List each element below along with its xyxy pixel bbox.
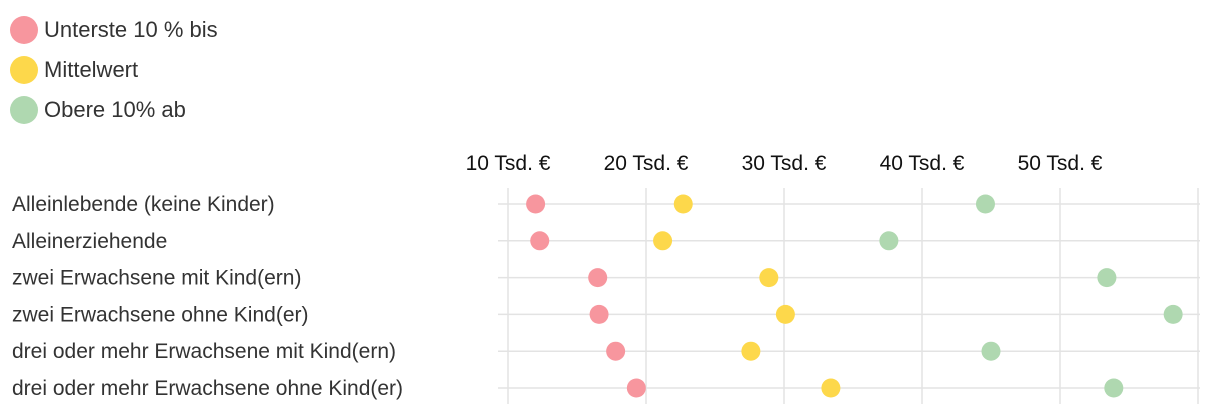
data-point bbox=[775, 304, 795, 324]
data-point bbox=[588, 268, 608, 288]
data-point bbox=[1104, 378, 1124, 398]
legend-item-obere: Obere 10% ab bbox=[10, 90, 218, 130]
legend-label-obere: Obere 10% ab bbox=[44, 97, 186, 122]
data-point bbox=[526, 194, 546, 214]
data-point bbox=[759, 268, 779, 288]
legend-swatch-unterste bbox=[10, 16, 38, 44]
data-point bbox=[589, 304, 609, 324]
legend: Unterste 10 % bis Mittelwert Obere 10% a… bbox=[10, 10, 218, 130]
data-point bbox=[981, 341, 1001, 361]
legend-item-mittelwert: Mittelwert bbox=[10, 50, 218, 90]
category-label: drei oder mehr Erwachsene ohne Kind(er) bbox=[12, 377, 403, 400]
category-label: zwei Erwachsene mit Kind(ern) bbox=[12, 267, 301, 290]
x-tick-label: 40 Tsd. € bbox=[880, 152, 965, 175]
data-point bbox=[1097, 268, 1117, 288]
data-point bbox=[879, 231, 899, 251]
data-point bbox=[821, 378, 841, 398]
legend-swatch-obere bbox=[10, 96, 38, 124]
x-tick-label: 10 Tsd. € bbox=[466, 152, 551, 175]
data-point bbox=[530, 231, 550, 251]
data-point bbox=[1163, 304, 1183, 324]
legend-label-mittelwert: Mittelwert bbox=[44, 57, 139, 82]
data-point bbox=[653, 231, 673, 251]
data-point bbox=[673, 194, 693, 214]
category-label: zwei Erwachsene ohne Kind(er) bbox=[12, 303, 308, 326]
legend-swatch-mittelwert bbox=[10, 56, 38, 84]
x-tick-label: 30 Tsd. € bbox=[742, 152, 827, 175]
x-tick-label: 20 Tsd. € bbox=[604, 152, 689, 175]
data-point bbox=[606, 341, 626, 361]
x-tick-label: 50 Tsd. € bbox=[1018, 152, 1103, 175]
legend-item-unterste: Unterste 10 % bis bbox=[10, 10, 218, 50]
data-point bbox=[741, 341, 761, 361]
data-point bbox=[975, 194, 995, 214]
data-point bbox=[626, 378, 646, 398]
category-label: Alleinlebende (keine Kinder) bbox=[12, 193, 275, 216]
category-label: drei oder mehr Erwachsene mit Kind(ern) bbox=[12, 340, 396, 363]
legend-label-unterste: Unterste 10 % bis bbox=[44, 17, 218, 42]
category-label: Alleinerziehende bbox=[12, 230, 167, 253]
